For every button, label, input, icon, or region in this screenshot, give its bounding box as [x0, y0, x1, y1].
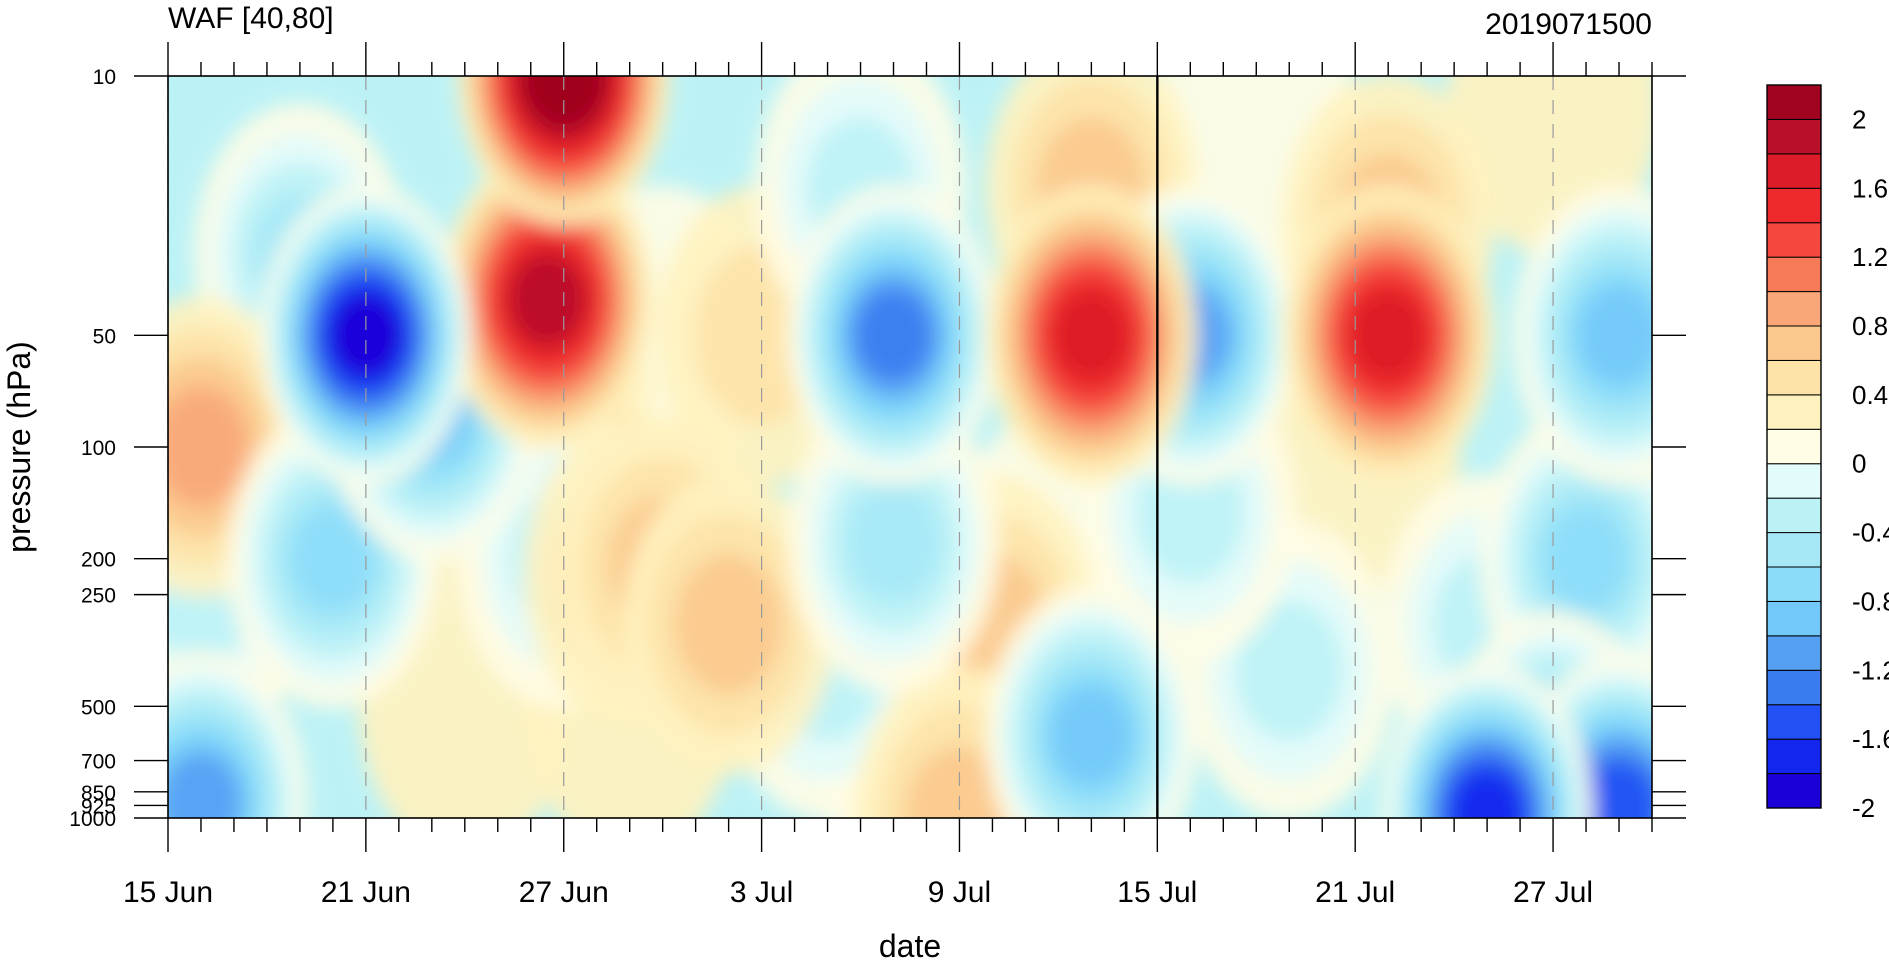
colorbar-label: 0.4 — [1852, 380, 1888, 410]
y-tick-label: 200 — [81, 549, 116, 572]
y-tick-label: 700 — [81, 751, 116, 774]
contour-region — [1578, 285, 1652, 386]
chart-title: WAF [40,80] — [168, 2, 334, 35]
y-tick-label: 1000 — [69, 808, 116, 831]
colorbar-cell — [1766, 773, 1822, 809]
contour-region — [528, 76, 599, 117]
colorbar-label: -1.2 — [1852, 655, 1889, 685]
x-tick-label: 27 Jun — [519, 876, 609, 909]
colorbar-cell — [1766, 566, 1822, 602]
x-tick-label: 15 Jun — [123, 876, 213, 909]
colorbar-label: 0 — [1852, 449, 1866, 479]
colorbar-cell — [1766, 532, 1822, 568]
colorbar-frame — [1766, 84, 1822, 809]
y-tick-label: 850 — [81, 782, 116, 805]
x-tick-label: 3 Jul — [730, 876, 793, 909]
contour-region — [168, 387, 249, 507]
x-tick-label: 21 Jul — [1315, 876, 1395, 909]
contour-region — [1053, 290, 1130, 381]
colorbar-cell — [1766, 463, 1822, 499]
y-axis-title: pressure (hPa) — [1, 341, 37, 553]
colorbar-cell — [1766, 222, 1822, 258]
colorbar-cell — [1766, 394, 1822, 430]
colorbar-label: -1.6 — [1852, 724, 1889, 754]
contour-region — [846, 481, 942, 602]
colorbar-cell — [1766, 600, 1822, 637]
contour-region — [330, 294, 401, 377]
contour-region — [855, 290, 932, 381]
colorbar-cell — [1766, 704, 1822, 740]
colorbar: 2 1.6 1.2 0.8 0.4 0 -0.4 -0.8 -1.2 -1.6 -2 — [1766, 84, 1889, 823]
y-tick-label: 500 — [81, 696, 116, 719]
contour-blobs — [168, 76, 1652, 818]
colorbar-label: -2 — [1852, 793, 1875, 823]
x-tick-label: 9 Jul — [928, 876, 991, 909]
colorbar-cell — [1766, 291, 1822, 327]
colorbar-cell — [1766, 153, 1822, 189]
contour-region — [1350, 290, 1426, 381]
contour-region — [168, 753, 241, 818]
x-axis: 15 Jun 21 Jun 27 Jun 3 Jul 9 Jul 15 Jul 21 Jul… — [123, 42, 1653, 909]
contour-region — [1050, 685, 1133, 786]
colorbar-cell — [1766, 325, 1822, 361]
colorbar-cell — [1766, 428, 1822, 465]
colorbar-cell — [1766, 738, 1822, 775]
y-tick-label: 10 — [93, 66, 116, 89]
colorbar-cell — [1766, 635, 1822, 671]
contour-field — [168, 76, 1652, 818]
colorbar-cell — [1766, 669, 1822, 706]
contour-region — [1542, 504, 1630, 613]
colorbar-label: 1.6 — [1852, 173, 1888, 203]
colorbar-label: 2 — [1852, 104, 1866, 134]
contour-region — [1235, 600, 1344, 741]
contour-region — [1582, 762, 1652, 818]
chart-date-label: 2019071500 — [1485, 8, 1652, 41]
y-tick-label: 50 — [93, 325, 116, 348]
colorbar-cell — [1766, 187, 1822, 224]
colorbar-cell — [1766, 84, 1822, 120]
colorbar-cell — [1766, 256, 1822, 293]
colorbar-cell — [1766, 497, 1822, 534]
y-tick-label: 100 — [81, 437, 116, 460]
y-tick-label: 925 — [81, 795, 116, 818]
contour-region — [1451, 771, 1523, 818]
x-tick-label: 21 Jun — [321, 876, 411, 909]
colorbar-label: -0.8 — [1852, 586, 1889, 616]
contour-region — [289, 504, 377, 613]
contour-region — [674, 554, 783, 695]
colorbar-label: 1.2 — [1852, 242, 1888, 272]
colorbar-label: 0.8 — [1852, 311, 1888, 341]
colorbar-label: -0.4 — [1852, 518, 1889, 548]
colorbar-cell — [1766, 359, 1822, 396]
contour-region — [510, 256, 584, 343]
y-tick-label: 250 — [81, 585, 116, 608]
x-tick-label: 27 Jul — [1513, 876, 1593, 909]
colorbar-cell — [1766, 118, 1822, 155]
x-tick-label: 15 Jul — [1117, 876, 1197, 909]
x-axis-title: date — [879, 928, 941, 961]
